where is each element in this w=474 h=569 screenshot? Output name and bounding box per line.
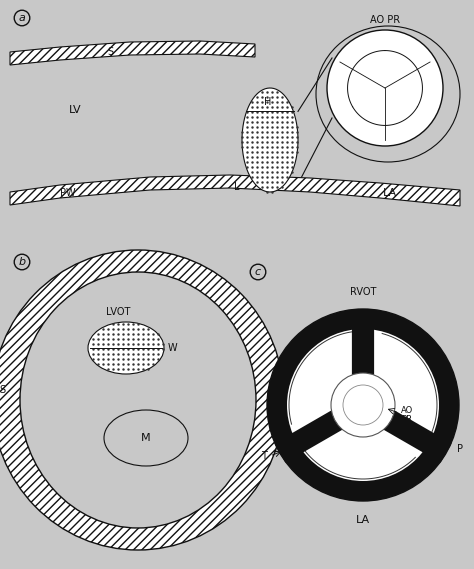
Text: W: W bbox=[168, 343, 178, 353]
Text: AO
PR: AO PR bbox=[401, 406, 413, 424]
Ellipse shape bbox=[0, 250, 284, 550]
Text: PW: PW bbox=[60, 188, 76, 198]
Ellipse shape bbox=[104, 410, 188, 466]
Ellipse shape bbox=[88, 322, 164, 374]
Text: H: H bbox=[264, 97, 272, 108]
Polygon shape bbox=[10, 41, 255, 65]
Text: a: a bbox=[18, 13, 26, 23]
Circle shape bbox=[327, 30, 443, 146]
Circle shape bbox=[267, 309, 459, 501]
Text: RVOT: RVOT bbox=[350, 287, 376, 297]
Polygon shape bbox=[10, 175, 460, 206]
Text: P: P bbox=[457, 444, 463, 454]
Text: c: c bbox=[255, 267, 261, 277]
Text: L: L bbox=[235, 182, 240, 192]
Text: M: M bbox=[141, 433, 151, 443]
Text: S: S bbox=[0, 385, 5, 395]
Circle shape bbox=[331, 373, 395, 437]
Circle shape bbox=[343, 385, 383, 425]
Text: AO PR: AO PR bbox=[370, 15, 400, 25]
Text: LA: LA bbox=[356, 515, 370, 525]
Text: b: b bbox=[18, 257, 26, 267]
Text: LA: LA bbox=[383, 188, 397, 198]
Text: LV: LV bbox=[69, 105, 82, 115]
Polygon shape bbox=[242, 88, 298, 192]
Text: LVOT: LVOT bbox=[106, 307, 130, 317]
Circle shape bbox=[287, 329, 439, 481]
Text: T: T bbox=[261, 451, 267, 461]
Text: S: S bbox=[107, 47, 113, 57]
Ellipse shape bbox=[20, 272, 256, 528]
